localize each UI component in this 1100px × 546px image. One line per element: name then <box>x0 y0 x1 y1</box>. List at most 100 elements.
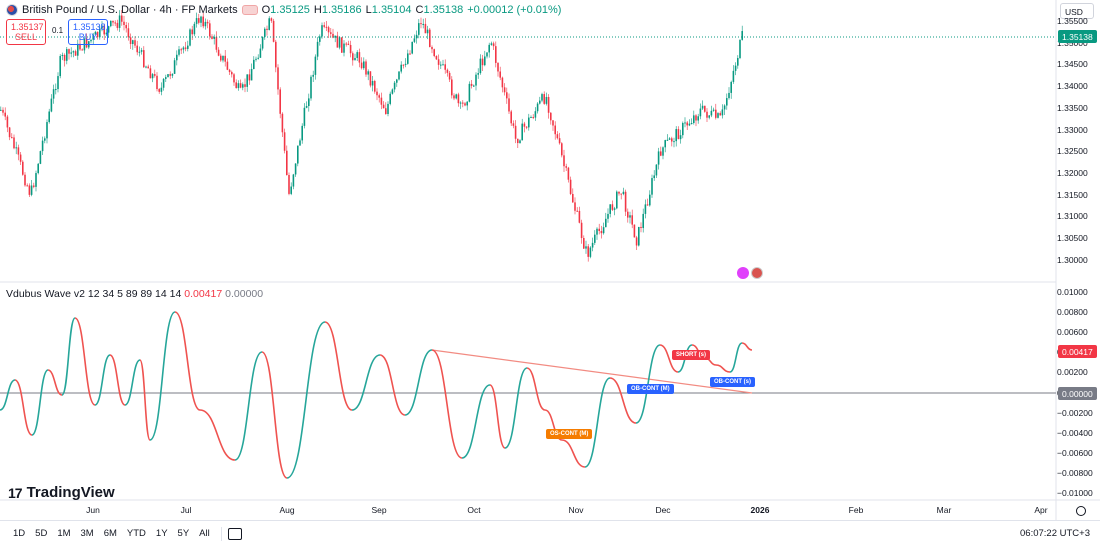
wave-segment <box>609 377 637 424</box>
candle-body <box>222 55 224 61</box>
candle-body <box>448 72 451 80</box>
wave-segment <box>139 359 151 441</box>
candle-body <box>633 224 636 238</box>
candle-body <box>558 138 561 144</box>
candle-body <box>171 73 174 76</box>
candle-body <box>239 83 242 88</box>
visibility-icon[interactable] <box>241 5 258 15</box>
sell-label: SELL <box>14 32 38 42</box>
candle-body <box>506 92 508 99</box>
candle-body <box>72 51 75 53</box>
chart-canvas[interactable] <box>0 0 1100 520</box>
candle-body <box>272 20 275 42</box>
candle-body <box>651 178 653 195</box>
range-6m[interactable]: 6M <box>103 528 117 539</box>
candle-body <box>660 151 662 156</box>
range-ytd[interactable]: YTD <box>126 528 146 539</box>
candle-body <box>521 123 523 141</box>
candle-body <box>96 31 99 38</box>
candle-body <box>145 66 147 68</box>
candle-body <box>730 81 732 93</box>
indicator-tick: 0.00800 <box>1057 307 1088 318</box>
candle-body <box>259 48 262 58</box>
candle-body <box>253 59 255 69</box>
candle-body <box>189 29 191 46</box>
candle-body <box>211 36 213 39</box>
candle-body <box>490 43 493 45</box>
range-3m[interactable]: 3M <box>80 528 94 539</box>
candle-body <box>110 20 112 27</box>
candle-body <box>180 49 182 51</box>
current-price-label: 1.35138 <box>1058 30 1097 43</box>
symbol-title: British Pound / U.S. Dollar · 4h · FP Ma… <box>22 4 238 16</box>
candle-body <box>420 23 422 25</box>
indicator-tick: −0.01000 <box>1057 488 1093 498</box>
wave-segment <box>94 354 111 406</box>
candle-body <box>154 74 156 76</box>
candle-body <box>605 218 607 228</box>
wave-segment <box>74 317 96 406</box>
buy-button[interactable]: 1.35138 BUY <box>68 19 108 45</box>
symbol-legend[interactable]: British Pound / U.S. Dollar · 4h · FP Ma… <box>6 4 561 16</box>
candle-body <box>352 53 354 61</box>
candle-body <box>455 94 457 99</box>
candle-body <box>382 104 385 109</box>
range-all[interactable]: All <box>199 528 210 539</box>
candle-body <box>66 49 68 61</box>
wave-segment <box>461 384 491 459</box>
candle-body <box>167 74 169 78</box>
us-flag-icon[interactable] <box>751 267 763 279</box>
wave-segment <box>109 354 126 406</box>
candle-body <box>195 18 198 24</box>
candle-body <box>473 85 475 87</box>
candle-body <box>741 31 743 40</box>
wave-segment <box>741 342 753 351</box>
candle-body <box>547 97 550 113</box>
candle-body <box>147 66 149 69</box>
candle-body <box>132 40 134 45</box>
clock[interactable]: 06:07:22 UTC+3 <box>1020 528 1090 539</box>
candle-body <box>668 138 671 140</box>
candle-body <box>143 50 145 68</box>
currency-selector[interactable]: USD <box>1060 3 1094 19</box>
candle-body <box>35 173 37 187</box>
candle-body <box>492 43 495 47</box>
candle-body <box>13 137 15 149</box>
price-change: +0.00012 (+0.01%) <box>467 4 562 16</box>
candle-body <box>4 112 6 117</box>
event-icons[interactable] <box>737 267 763 279</box>
candle-body <box>587 246 589 257</box>
candle-body <box>580 222 583 239</box>
candle-body <box>367 71 369 75</box>
candle-body <box>103 25 105 35</box>
candle-body <box>726 98 728 106</box>
candle-body <box>510 111 512 124</box>
price-tick: 1.30500 <box>1057 233 1088 243</box>
settings-icon[interactable] <box>1076 506 1086 516</box>
price-tick: 1.34500 <box>1057 59 1088 70</box>
range-1y[interactable]: 1Y <box>155 528 168 539</box>
tradingview-logo[interactable]: 17 TradingView <box>8 484 115 501</box>
indicator-legend[interactable]: Vdubus Wave v2 12 34 5 89 89 14 14 0.004… <box>6 288 263 300</box>
sell-button[interactable]: 1.35137 SELL <box>6 19 46 45</box>
ob-cont-s-label: OB-CONT (s) <box>710 377 755 387</box>
candle-body <box>286 150 288 176</box>
candle-body <box>191 29 193 35</box>
range-5d[interactable]: 5D <box>35 528 48 539</box>
candle-body <box>169 74 171 76</box>
candle-body <box>479 58 482 74</box>
candle-body <box>598 228 600 231</box>
lightning-icon[interactable] <box>737 267 749 279</box>
calendar-icon[interactable] <box>227 527 242 540</box>
candle-body <box>618 191 620 194</box>
time-tick: Oct <box>467 505 481 515</box>
candle-body <box>534 111 537 118</box>
candle-body <box>202 16 204 27</box>
range-5y[interactable]: 5Y <box>177 528 190 539</box>
candle-body <box>679 135 682 140</box>
bottom-toolbar: 1D 5D 1M 3M 6M YTD 1Y 5Y All 06:07:22 UT… <box>0 520 1100 546</box>
range-1d[interactable]: 1D <box>13 528 26 539</box>
candle-body <box>424 23 427 34</box>
range-1m[interactable]: 1M <box>57 528 71 539</box>
candle-body <box>655 164 658 176</box>
